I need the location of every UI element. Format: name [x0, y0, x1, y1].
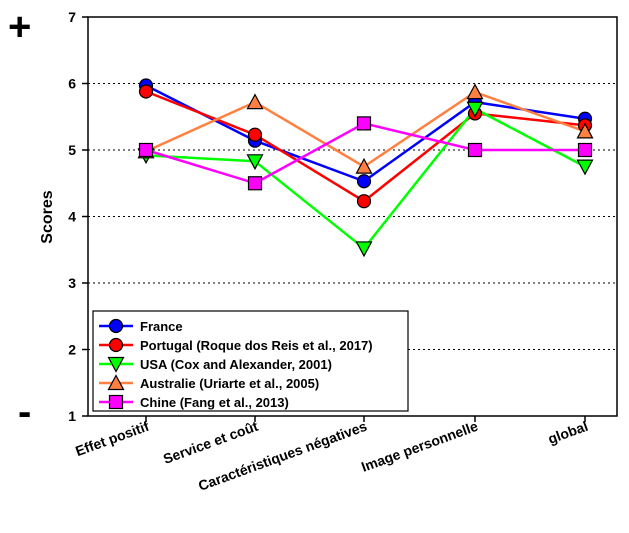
y-tick-label-6: 7	[68, 9, 76, 25]
legend-label-1: Portugal (Roque dos Reis et al., 2017)	[140, 338, 373, 353]
data-point-1-1	[247, 127, 263, 142]
legend-label-4: Chine (Fang et al., 2013)	[140, 395, 289, 410]
y-axis-title: Scores	[39, 190, 56, 243]
legend-label-2: USA (Cox and Alexander, 2001)	[140, 357, 332, 372]
y-tick-label-5: 6	[68, 76, 76, 92]
y-tick-label-2: 3	[68, 275, 76, 291]
minus-sign: -	[18, 390, 31, 434]
y-tick-label-1: 2	[68, 342, 76, 358]
legend-label-3: Australie (Uriarte et al., 2005)	[140, 376, 319, 391]
legend-marker-4	[108, 394, 124, 410]
legend: France Portugal (Roque dos Reis et al., 2…	[92, 310, 409, 412]
y-tick-label-4: 5	[68, 142, 76, 158]
data-point-4-4	[577, 142, 593, 158]
x-tick-label-1: Service et coût	[161, 418, 260, 467]
y-tick-label-3: 4	[68, 209, 76, 225]
data-point-2-4	[576, 159, 594, 176]
data-point-1-2	[356, 194, 372, 209]
y-tick-label-0: 1	[68, 408, 76, 424]
grid-lines	[88, 83, 617, 350]
data-point-3-3	[466, 83, 484, 100]
data-point-4-2	[356, 116, 372, 131]
x-tick-label-4: global	[546, 418, 590, 447]
data-point-2-2	[355, 241, 373, 258]
legend-marker-2	[107, 356, 125, 373]
y-axis-ticks: 1 2 3 4 5 6 7	[68, 9, 88, 424]
legend-label-0: France	[140, 319, 183, 334]
data-point-2-1	[246, 154, 264, 171]
plus-sign: +	[8, 5, 31, 49]
legend-marker-1	[108, 337, 124, 353]
legend-marker-0	[108, 318, 124, 334]
x-tick-label-0: Effet positif	[73, 418, 151, 459]
data-point-4-0	[138, 142, 154, 158]
data-point-4-3	[467, 142, 483, 158]
data-point-4-1	[247, 176, 263, 191]
data-point-3-1	[246, 93, 264, 110]
data-point-3-4	[576, 122, 594, 139]
series-markers	[137, 78, 594, 258]
data-point-0-2	[356, 174, 372, 189]
x-axis-ticks: Effet positif Service et coûtCaractéristi…	[73, 416, 590, 494]
x-tick-label-3: Image personnelle	[359, 418, 480, 475]
legend-marker-3	[107, 374, 125, 391]
legend-box	[92, 310, 409, 412]
data-point-3-2	[355, 157, 373, 174]
data-point-1-0	[138, 84, 154, 99]
data-point-2-3	[466, 101, 484, 118]
